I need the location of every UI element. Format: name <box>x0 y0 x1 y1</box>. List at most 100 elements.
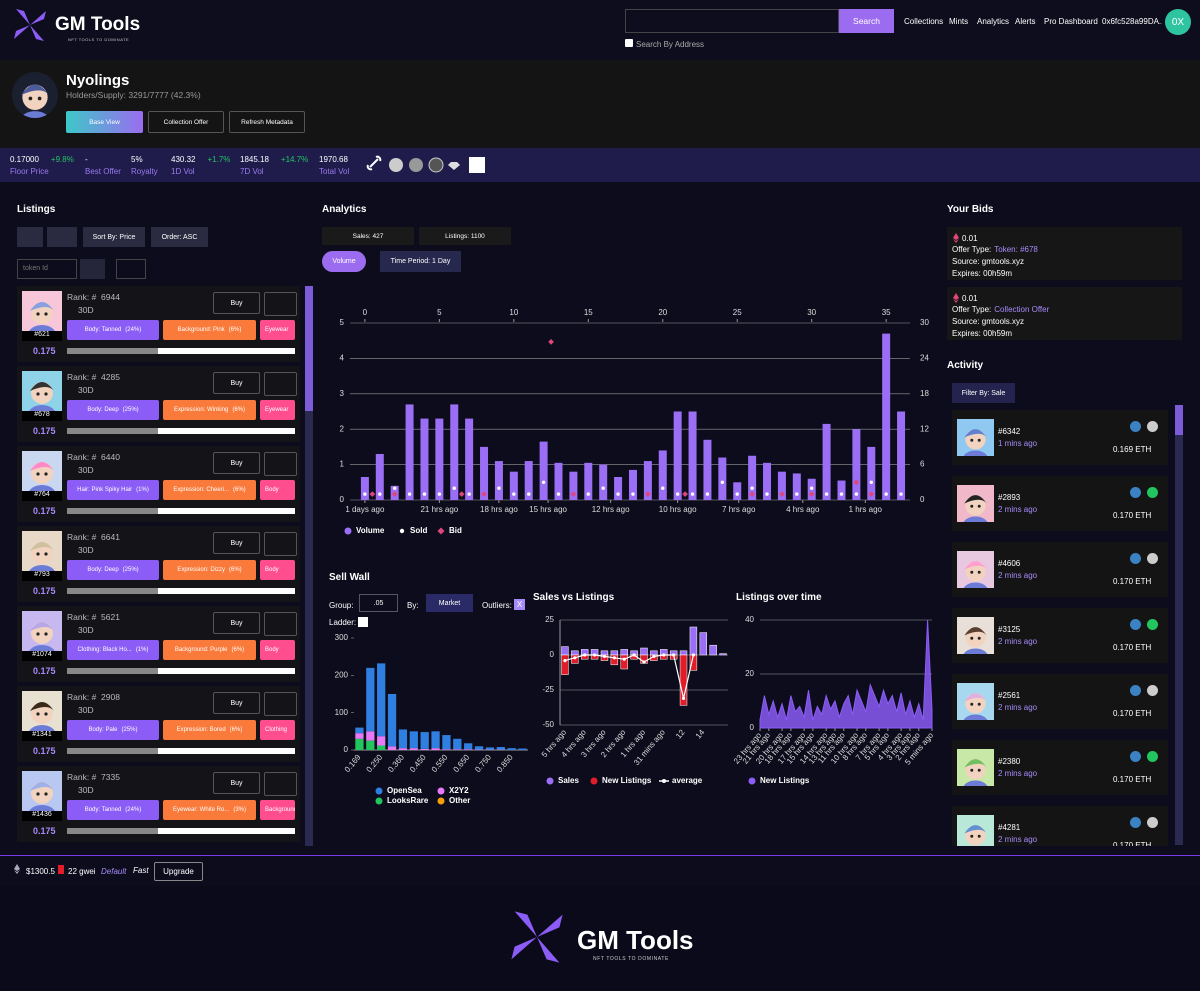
stat-number: 5% <box>131 155 143 164</box>
nav-link[interactable]: Pro Dashboard <box>1044 17 1098 26</box>
market-icon <box>1147 619 1158 630</box>
avatar <box>22 371 62 411</box>
wallet[interactable]: 0x6fc528a99DA... <box>1102 17 1162 26</box>
bid-button[interactable] <box>264 292 297 316</box>
trait-name: Body: Tanned <box>84 327 122 333</box>
buy-button[interactable]: Buy <box>213 532 260 554</box>
listing-id: #793 <box>22 571 62 581</box>
nav-link[interactable]: Collections <box>904 17 944 26</box>
market-icon <box>1130 817 1141 828</box>
nav-link[interactable]: Analytics <box>977 17 1010 26</box>
eye <box>36 792 40 796</box>
eye <box>970 438 974 442</box>
order-select[interactable]: Order: ASC <box>151 227 208 247</box>
trait-name: Background <box>265 807 295 813</box>
token-search[interactable] <box>80 259 105 279</box>
time-period[interactable]: Time Period: 1 Day <box>380 251 461 272</box>
footer-logo-text: GM Tools <box>577 925 694 955</box>
buy-button[interactable]: Buy <box>213 452 260 474</box>
trait-name: Expression: Cheeri... <box>173 487 230 493</box>
collection-button[interactable]: Collection Offer <box>148 111 224 133</box>
trait: Body: Tanned (24%) <box>67 320 159 340</box>
outliers-toggle[interactable]: X <box>514 599 525 610</box>
avatar-art <box>29 382 55 411</box>
eye <box>36 712 40 716</box>
avatar-button[interactable]: 0X <box>1165 9 1191 35</box>
eye <box>44 472 48 476</box>
search-button[interactable]: Search <box>839 9 894 33</box>
activity-id: #6342 <box>998 427 1021 436</box>
activity-time: 2 mins ago <box>998 571 1038 580</box>
body <box>963 780 988 786</box>
collection-button[interactable]: Base View <box>66 111 143 133</box>
trait: Hair: Pink Spiky Hair (1%) <box>67 480 159 500</box>
body <box>963 648 988 654</box>
hair <box>964 759 987 768</box>
collection-button[interactable]: Refresh Metadata <box>229 111 305 133</box>
listing-rank: Rank: # 5621 <box>67 612 120 622</box>
avatar-art <box>963 693 988 720</box>
activity-time: 2 mins ago <box>998 505 1038 514</box>
trait: Body <box>260 480 295 500</box>
buy-button[interactable]: Buy <box>213 292 260 314</box>
market-icon <box>1130 685 1141 696</box>
sales-vs-listings-title: Sales vs Listings <box>533 592 615 603</box>
bid-button[interactable] <box>264 452 297 476</box>
group-select[interactable]: .05 <box>359 594 398 612</box>
bid-button[interactable] <box>264 612 297 636</box>
gas-default[interactable]: Default <box>101 867 127 876</box>
listing-id: #678 <box>22 411 62 421</box>
trait-pct: (6%) <box>231 647 245 653</box>
hair <box>30 782 54 791</box>
trait-pct: (6%) <box>229 567 242 573</box>
bid-button[interactable] <box>264 772 297 796</box>
trait: Background: Purple (6%) <box>163 640 256 660</box>
by-select[interactable]: Market <box>426 594 473 612</box>
avatar <box>957 815 994 846</box>
nav-link[interactable]: Alerts <box>1015 17 1036 26</box>
bid-button[interactable] <box>264 372 297 396</box>
activity-filter[interactable]: Filter By: Sale <box>952 383 1015 403</box>
volume-button[interactable]: Volume <box>322 251 366 272</box>
gas-fast[interactable]: Fast <box>133 866 149 875</box>
buy-button[interactable]: Buy <box>213 612 260 634</box>
avatar <box>22 611 62 651</box>
avatar <box>957 551 994 588</box>
activity-list: #6342 1 mins ago 0.169 ETH #2893 2 mins ago 0… <box>952 410 1168 846</box>
logo-mark <box>14 9 46 41</box>
stat-change: +1.7% <box>207 155 231 164</box>
avatar-art <box>20 84 50 118</box>
checkbox[interactable] <box>625 39 633 47</box>
avatar <box>957 419 994 456</box>
buy-button[interactable]: Buy <box>213 372 260 394</box>
upgrade-button[interactable]: Upgrade <box>154 862 203 881</box>
trait-name: Body <box>265 647 279 653</box>
eye <box>977 438 981 442</box>
filter-button[interactable] <box>17 227 43 247</box>
trait-pct: (6%) <box>229 727 243 733</box>
market-icon <box>1147 685 1158 696</box>
bolt-button[interactable] <box>47 227 77 247</box>
bid-button[interactable] <box>264 692 297 716</box>
stat-number: 430.32 <box>171 155 196 164</box>
activity-time: 2 mins ago <box>998 835 1038 844</box>
activity-price: 0.170 ETH <box>1113 511 1152 520</box>
trait: Clothing <box>260 720 295 740</box>
stat-value: 5% <box>131 155 143 164</box>
bid-amount: 0.01 <box>962 294 978 303</box>
ladder-checkbox[interactable] <box>358 617 368 627</box>
bid-offer-type: Offer Type: Collection Offer <box>952 305 1049 314</box>
search-input[interactable] <box>625 9 839 33</box>
trait: Eyewear <box>260 320 295 340</box>
sort-select[interactable]: Sort By: Price <box>83 227 145 247</box>
bid-button[interactable] <box>264 532 297 556</box>
hair <box>30 622 54 631</box>
buy-button[interactable]: Buy <box>213 692 260 714</box>
trait-name: Expression: Dizzy <box>177 567 225 573</box>
market-icon <box>1130 487 1141 498</box>
nav-link[interactable]: Mints <box>949 17 969 26</box>
buy-button[interactable]: Buy <box>213 772 260 794</box>
token-input[interactable]: token Id <box>17 259 77 279</box>
bid-amount: 0.01 <box>962 234 978 243</box>
alert-button[interactable] <box>116 259 146 279</box>
